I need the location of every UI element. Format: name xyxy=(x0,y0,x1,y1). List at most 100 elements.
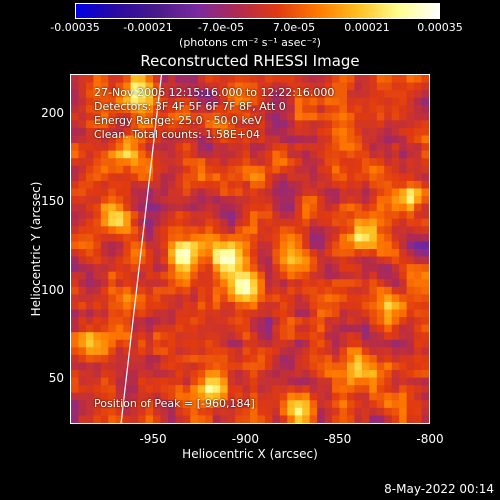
heatmap-cell xyxy=(182,173,191,182)
heatmap-cell xyxy=(153,370,161,379)
heatmap-cell xyxy=(242,362,251,371)
heatmap-cell xyxy=(167,309,176,318)
heatmap-cell xyxy=(182,400,191,409)
heatmap-cell xyxy=(376,97,385,106)
heatmap-cell xyxy=(182,82,191,91)
heatmap-cell xyxy=(242,415,251,423)
heatmap-cell xyxy=(85,347,94,356)
heatmap-cell xyxy=(414,112,422,121)
heatmap-cell xyxy=(242,158,251,167)
heatmap-cell xyxy=(399,173,408,182)
heatmap-cell xyxy=(406,127,415,136)
heatmap-cell xyxy=(175,120,184,129)
heatmap-cell xyxy=(406,264,415,273)
heatmap-cell xyxy=(294,158,303,167)
heatmap-cell xyxy=(115,143,124,152)
heatmap-cell xyxy=(406,332,415,341)
heatmap-cell xyxy=(85,120,94,129)
heatmap-cell xyxy=(167,82,176,91)
heatmap-cell xyxy=(346,90,355,99)
heatmap-cell xyxy=(93,180,102,189)
heatmap-cell xyxy=(115,90,124,99)
heatmap-cell xyxy=(354,233,363,242)
heatmap-cell xyxy=(361,120,370,129)
heatmap-cell xyxy=(182,165,191,174)
heatmap-cell xyxy=(108,82,117,91)
heatmap-cell xyxy=(93,196,102,205)
heatmap-cell xyxy=(153,203,161,212)
heatmap-cell xyxy=(190,188,199,197)
heatmap-cell xyxy=(160,226,169,235)
heatmap-cell xyxy=(160,347,169,356)
heatmap-cell xyxy=(138,332,146,341)
heatmap-cell xyxy=(339,241,348,250)
heatmap-cell xyxy=(167,301,176,310)
heatmap-cell xyxy=(391,105,400,114)
heatmap-cell xyxy=(78,324,87,333)
heatmap-cell xyxy=(175,400,184,409)
heatmap-cell xyxy=(391,188,400,197)
heatmap-cell xyxy=(264,362,273,371)
heatmap-cell xyxy=(130,279,139,288)
heatmap-cell xyxy=(138,97,146,106)
heatmap-cell xyxy=(197,218,206,227)
heatmap-cell xyxy=(167,90,176,99)
heatmap-cell xyxy=(272,362,281,371)
heatmap-cell xyxy=(78,196,87,205)
heatmap-cell xyxy=(167,75,176,83)
heatmap-cell xyxy=(220,82,229,91)
heatmap-cell xyxy=(257,301,266,310)
heatmap-cell xyxy=(182,135,191,144)
heatmap-cell xyxy=(175,256,184,265)
heatmap-cell xyxy=(175,407,184,416)
heatmap-cell xyxy=(339,218,348,227)
heatmap-cell xyxy=(78,218,87,227)
heatmap-cell xyxy=(272,120,281,129)
heatmap-cell xyxy=(391,279,400,288)
heatmap-cell xyxy=(302,249,311,257)
heatmap-cell xyxy=(264,188,273,197)
heatmap-cell xyxy=(235,317,243,326)
heatmap-cell xyxy=(130,241,139,250)
heatmap-cell xyxy=(235,392,243,401)
heatmap-cell xyxy=(376,264,385,273)
heatmap-cell xyxy=(71,317,79,326)
heatmap-cell xyxy=(175,286,184,295)
heatmap-cell xyxy=(399,105,408,114)
heatmap-cell xyxy=(78,249,87,257)
heatmap-cell xyxy=(175,309,184,318)
heatmap-cell xyxy=(406,211,415,220)
heatmap-cell xyxy=(250,271,258,280)
heatmap-cell xyxy=(287,188,296,197)
heatmap-cell xyxy=(317,385,325,394)
heatmap-cell xyxy=(332,362,340,371)
heatmap-cell xyxy=(339,211,348,220)
heatmap-cell xyxy=(399,90,408,99)
heatmap-cell xyxy=(108,317,117,326)
heatmap-cell xyxy=(138,301,146,310)
heatmap-cell xyxy=(384,294,393,303)
heatmap-cell xyxy=(138,271,146,280)
heatmap-cell xyxy=(78,211,87,220)
heatmap-cell xyxy=(153,415,161,423)
colorbar-tick-label: -0.00021 xyxy=(123,21,173,34)
heatmap-cell xyxy=(264,233,273,242)
heatmap-cell xyxy=(324,332,333,341)
heatmap-cell xyxy=(250,256,258,265)
heatmap-cell xyxy=(384,105,393,114)
info-detectors: Detectors: 3F 4F 5F 6F 7F 8F, Att 0 xyxy=(94,100,286,113)
heatmap-cell xyxy=(205,347,214,356)
heatmap-cell xyxy=(145,241,154,250)
heatmap-cell xyxy=(264,135,273,144)
heatmap-cell xyxy=(346,211,355,220)
heatmap-cell xyxy=(130,294,139,303)
heatmap-cell xyxy=(324,188,333,197)
heatmap-cell xyxy=(115,407,124,416)
heatmap-cell xyxy=(324,407,333,416)
heatmap-cell xyxy=(324,392,333,401)
heatmap-cell xyxy=(175,211,184,220)
heatmap-cell xyxy=(115,188,124,197)
heatmap-cell xyxy=(264,218,273,227)
heatmap-cell xyxy=(182,158,191,167)
heatmap-cell xyxy=(391,415,400,423)
